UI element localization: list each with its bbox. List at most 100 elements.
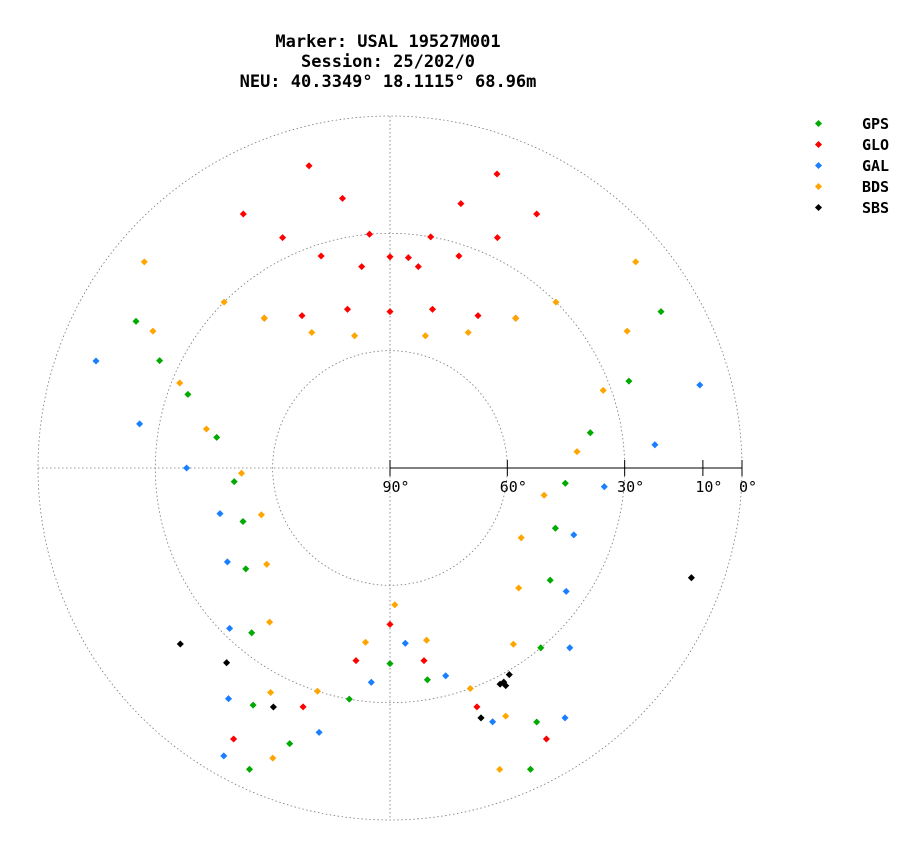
point-gal-7 [220,752,228,760]
point-glo-12 [414,263,422,271]
point-bds-16 [515,584,523,592]
series-glo [230,162,550,743]
point-bds-6 [263,560,271,568]
title-line-1: Marker: USAL 19527M001 [275,32,500,52]
point-bds-28 [313,687,322,695]
point-glo-23 [230,735,238,743]
point-glo-6 [457,200,465,208]
point-bds-20 [220,298,228,306]
point-bds-32 [466,684,474,693]
point-glo-29 [542,735,550,743]
point-gal-8 [696,381,704,389]
point-glo-10 [317,252,325,260]
elevation-tick-label-0: 0° [739,478,757,496]
point-gal-13 [566,644,574,652]
point-glo-28 [473,703,481,711]
point-gal-5 [226,624,234,632]
point-gal-16 [367,678,375,686]
legend-item-sbs: SBS [814,199,889,217]
point-bds-9 [269,754,277,762]
point-glo-5 [427,233,435,241]
point-bds-29 [361,638,370,646]
point-bds-31 [423,636,431,644]
point-sbs-6 [223,659,231,667]
point-bds-7 [266,618,274,626]
point-glo-24 [299,703,307,711]
point-gal-12 [562,587,570,595]
point-bds-10 [632,258,640,266]
point-gps-3 [213,433,221,441]
point-gps-11 [625,377,633,385]
point-sbs-5 [176,640,184,648]
point-gps-9 [245,765,254,773]
point-bds-8 [267,688,275,697]
point-bds-5 [257,511,265,519]
point-gps-19 [286,740,294,748]
point-sbs-7 [269,703,277,711]
point-bds-14 [540,491,548,499]
point-bds-15 [517,534,525,542]
point-glo-14 [493,234,501,242]
point-sbs-1 [502,682,510,690]
series-gal [92,357,704,760]
point-bds-3 [202,425,210,433]
point-glo-21 [474,312,482,320]
point-bds-22 [308,328,316,337]
elevation-tick-label-60: 60° [500,478,527,496]
point-gal-11 [570,531,578,539]
point-gps-10 [657,308,665,316]
legend-marker-glo [814,140,823,149]
point-gps-12 [586,429,594,437]
point-sbs-2 [496,680,504,688]
point-gps-15 [546,576,554,584]
series-bds [140,258,640,773]
legend-label-sbs: SBS [862,199,889,217]
point-gal-1 [136,420,144,428]
point-gps-22 [423,676,431,684]
point-bds-23 [351,332,359,340]
point-gps-1 [156,357,164,365]
legend-item-glo: GLO [814,136,889,154]
point-bds-27 [552,298,560,306]
point-glo-3 [386,253,394,261]
point-bds-0 [140,258,148,266]
point-bds-1 [149,327,157,335]
point-glo-26 [386,620,394,628]
legend-marker-gps [814,119,823,128]
legend-label-gal: GAL [862,157,889,175]
point-gps-17 [533,718,541,726]
legend-item-bds: BDS [814,178,889,196]
point-bds-11 [623,327,631,335]
point-gps-7 [248,629,256,637]
point-gal-14 [561,714,569,722]
point-gal-4 [223,558,231,566]
satellite-tracks [92,162,704,773]
point-bds-2 [176,379,184,387]
point-gps-18 [526,765,535,773]
point-glo-11 [358,263,366,271]
point-glo-4 [404,254,412,262]
legend: GPS GLO GAL BDS SBS [814,115,889,217]
point-gps-14 [551,524,559,532]
legend-marker-gal [814,161,823,170]
point-gal-2 [183,464,191,472]
point-bds-24 [421,332,429,340]
point-bds-21 [260,314,268,322]
point-sbs-3 [505,671,513,679]
point-glo-2 [365,230,374,238]
point-gps-0 [132,317,140,325]
point-gps-21 [386,660,394,668]
legend-label-gps: GPS [862,115,889,133]
elevation-tick-label-30: 30° [617,478,644,496]
point-gps-2 [184,390,192,398]
point-gal-9 [651,441,659,449]
point-bds-26 [512,314,520,322]
point-glo-9 [279,234,287,242]
point-gal-0 [92,357,100,365]
title-line-2: Session: 25/202/0 [301,52,475,72]
legend-label-glo: GLO [862,136,889,154]
point-glo-17 [298,312,306,320]
point-gps-5 [239,517,247,526]
point-bds-17 [509,640,517,648]
